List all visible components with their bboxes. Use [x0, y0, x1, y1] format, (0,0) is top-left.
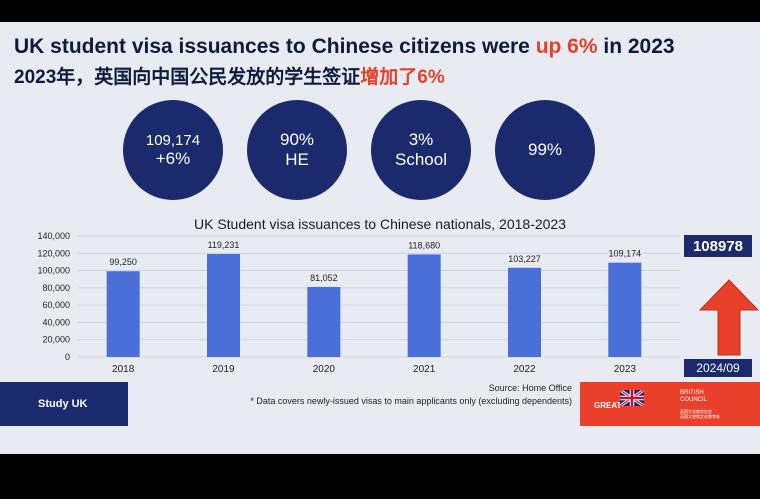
bar [106, 271, 140, 357]
stat-circle-other: 99% [495, 100, 595, 200]
y-tick-label: 60,000 [42, 300, 70, 310]
x-tick-label: 2020 [313, 364, 336, 375]
x-tick-label: 2018 [112, 364, 135, 375]
slide: UK student visa issuances to Chinese cit… [0, 22, 760, 454]
x-tick-label: 2019 [212, 364, 235, 375]
partner-logos: GREAT BRITISH COUNCIL 英国文化教育协会 英国大使馆文化教育… [580, 382, 760, 426]
title-highlight: up 6% [535, 35, 598, 58]
y-tick-label: 0 [65, 352, 70, 362]
y-tick-label: 100,000 [37, 266, 70, 276]
page-subtitle: 2023年，英国向中国公民发放的学生签证增加了6% [14, 62, 445, 89]
subtitle-text: 2023年，英国向中国公民发放的学生签证 [14, 67, 361, 88]
stat-circle-total: 109,174 +6% [123, 100, 223, 200]
bar [307, 286, 341, 357]
bar-value-label: 118,680 [408, 240, 440, 250]
y-tick-label: 40,000 [42, 317, 70, 327]
bar-value-label: 119,231 [208, 240, 240, 250]
bc-chinese-name: 英国文化教育协会 英国大使馆文化教育处 [680, 409, 720, 419]
forecast-value-badge: 108978 [684, 235, 752, 257]
y-tick-label: 80,000 [42, 283, 70, 293]
chart-title: UK Student visa issuances to Chinese nat… [193, 216, 566, 232]
bar-value-label: 81,052 [310, 273, 338, 283]
british-council-logo: BRITISH COUNCIL [680, 390, 707, 404]
bar-value-label: 103,227 [508, 254, 541, 264]
stat-label: School [395, 150, 447, 169]
bar [508, 267, 541, 357]
footnote: * Data covers newly-issued visas to main… [250, 396, 572, 406]
y-tick-label: 20,000 [42, 335, 70, 345]
bar [407, 254, 441, 357]
great-logo: GREAT [594, 401, 622, 410]
bar-value-label: 109,174 [609, 249, 642, 259]
page-title: UK student visa issuances to Chinese cit… [14, 35, 675, 59]
source-note: Source: Home Office [488, 383, 572, 393]
stat-value: 90% [279, 130, 315, 149]
up-arrow-icon [698, 279, 760, 356]
study-uk-logo: Study UK [0, 382, 128, 426]
x-tick-label: 2021 [413, 364, 436, 375]
bar [207, 253, 240, 357]
bc-sub-text: 英国文化教育协会 英国大使馆文化教育处 [680, 409, 720, 419]
stat-value: 99% [527, 140, 563, 159]
stat-label: HE [285, 150, 309, 169]
stat-value: 3% [408, 130, 434, 149]
title-text: UK student visa issuances to Chinese cit… [14, 35, 536, 58]
subtitle-highlight: 增加了6% [360, 67, 445, 88]
union-flag-icon [620, 390, 644, 406]
stat-circle-school: 3% School [371, 100, 471, 200]
stat-value: 109,174 [145, 131, 201, 149]
title-text-end: in 2023 [597, 35, 675, 58]
bar [608, 262, 642, 357]
forecast-date-badge: 2024/09 [684, 359, 752, 377]
bar-value-label: 99,250 [109, 257, 137, 267]
stat-circle-he: 90% HE [247, 100, 347, 200]
bc-name: BRITISH COUNCIL [680, 390, 708, 403]
y-tick-label: 140,000 [37, 231, 70, 241]
bar-chart: 0 20,000 40,000 60,000 80,000 100,000 120,000 1… [37, 231, 760, 375]
x-tick-label: 2022 [513, 364, 536, 375]
y-tick-label: 120,000 [37, 248, 70, 258]
x-tick-label: 2023 [614, 364, 637, 375]
stat-label: +6% [155, 148, 191, 168]
